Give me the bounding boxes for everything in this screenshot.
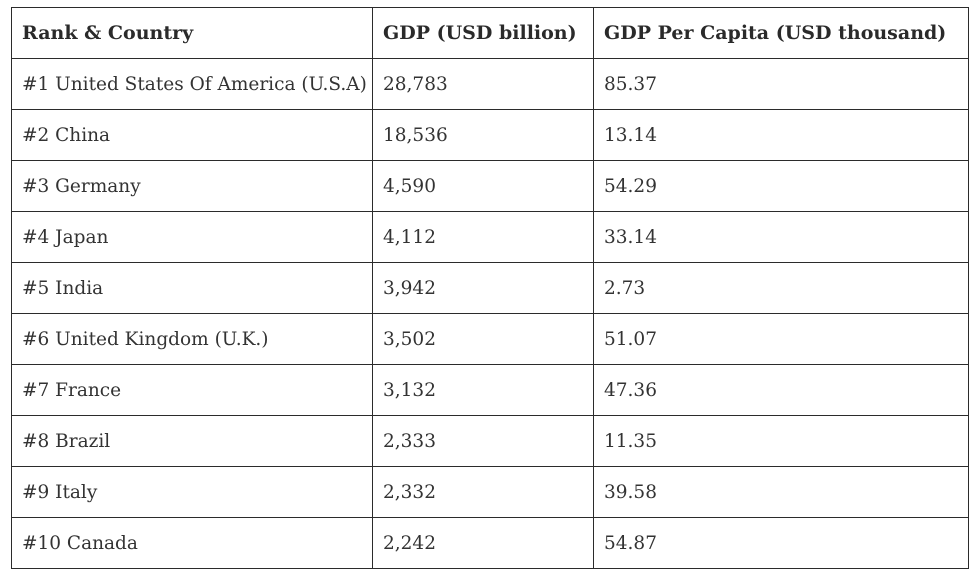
header-row: Rank & Country GDP (USD billion) GDP Per… bbox=[11, 7, 969, 59]
cell-gdp-per-capita: 51.07 bbox=[593, 313, 969, 365]
table-row: #2 China 18,536 13.14 bbox=[11, 109, 969, 161]
cell-gdp: 4,112 bbox=[372, 211, 594, 263]
cell-gdp: 3,502 bbox=[372, 313, 594, 365]
cell-gdp: 18,536 bbox=[372, 109, 594, 161]
table-row: #6 United Kingdom (U.K.) 3,502 51.07 bbox=[11, 313, 969, 365]
cell-gdp-per-capita: 33.14 bbox=[593, 211, 969, 263]
column-header-rank-country: Rank & Country bbox=[11, 7, 373, 59]
cell-gdp-per-capita: 54.87 bbox=[593, 517, 969, 569]
cell-rank-country: #6 United Kingdom (U.K.) bbox=[11, 313, 373, 365]
cell-gdp: 2,332 bbox=[372, 466, 594, 518]
cell-gdp: 4,590 bbox=[372, 160, 594, 212]
table-row: #3 Germany 4,590 54.29 bbox=[11, 160, 969, 212]
cell-gdp: 28,783 bbox=[372, 58, 594, 110]
table-row: #8 Brazil 2,333 11.35 bbox=[11, 415, 969, 467]
cell-gdp-per-capita: 54.29 bbox=[593, 160, 969, 212]
cell-gdp: 2,333 bbox=[372, 415, 594, 467]
table-header: Rank & Country GDP (USD billion) GDP Per… bbox=[11, 7, 969, 59]
cell-gdp-per-capita: 13.14 bbox=[593, 109, 969, 161]
cell-gdp: 3,132 bbox=[372, 364, 594, 416]
gdp-ranking-table: Rank & Country GDP (USD billion) GDP Per… bbox=[11, 7, 969, 569]
cell-rank-country: #8 Brazil bbox=[11, 415, 373, 467]
table-row: #10 Canada 2,242 54.87 bbox=[11, 517, 969, 569]
column-header-gdp: GDP (USD billion) bbox=[372, 7, 594, 59]
cell-rank-country: #9 Italy bbox=[11, 466, 373, 518]
table-row: #1 United States Of America (U.S.A) 28,7… bbox=[11, 58, 969, 110]
cell-gdp-per-capita: 11.35 bbox=[593, 415, 969, 467]
cell-rank-country: #10 Canada bbox=[11, 517, 373, 569]
table-row: #9 Italy 2,332 39.58 bbox=[11, 466, 969, 518]
table-row: #7 France 3,132 47.36 bbox=[11, 364, 969, 416]
cell-rank-country: #4 Japan bbox=[11, 211, 373, 263]
column-header-gdp-per-capita: GDP Per Capita (USD thousand) bbox=[593, 7, 969, 59]
cell-rank-country: #5 India bbox=[11, 262, 373, 314]
cell-gdp-per-capita: 2.73 bbox=[593, 262, 969, 314]
cell-rank-country: #2 China bbox=[11, 109, 373, 161]
cell-rank-country: #1 United States Of America (U.S.A) bbox=[11, 58, 373, 110]
cell-gdp: 3,942 bbox=[372, 262, 594, 314]
cell-gdp-per-capita: 39.58 bbox=[593, 466, 969, 518]
cell-gdp-per-capita: 47.36 bbox=[593, 364, 969, 416]
cell-gdp-per-capita: 85.37 bbox=[593, 58, 969, 110]
cell-gdp: 2,242 bbox=[372, 517, 594, 569]
cell-rank-country: #7 France bbox=[11, 364, 373, 416]
cell-rank-country: #3 Germany bbox=[11, 160, 373, 212]
table-row: #4 Japan 4,112 33.14 bbox=[11, 211, 969, 263]
table-body: #1 United States Of America (U.S.A) 28,7… bbox=[11, 58, 969, 569]
table-row: #5 India 3,942 2.73 bbox=[11, 262, 969, 314]
